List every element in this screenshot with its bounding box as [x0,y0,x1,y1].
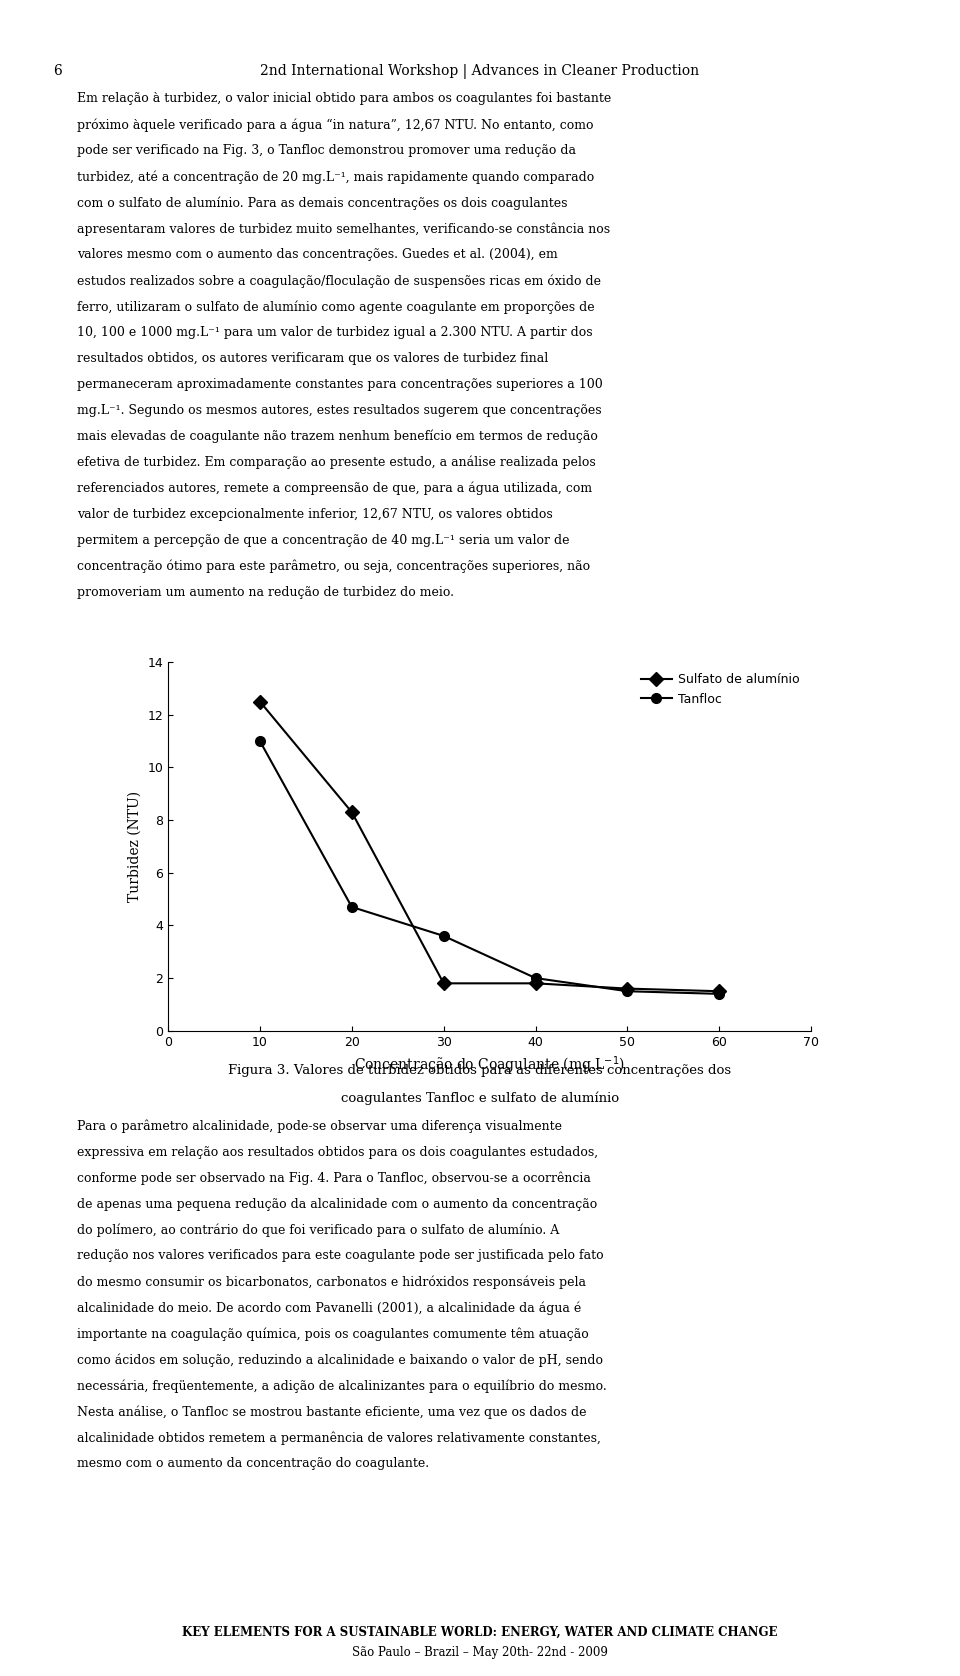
Text: expressiva em relação aos resultados obtidos para os dois coagulantes estudados,: expressiva em relação aos resultados obt… [77,1146,598,1158]
Legend: Sulfato de alumínio, Tanfloc: Sulfato de alumínio, Tanfloc [636,669,804,711]
Text: mesmo com o aumento da concentração do coagulante.: mesmo com o aumento da concentração do c… [77,1456,429,1470]
Line: Tanfloc: Tanfloc [255,736,724,999]
Text: referenciados autores, remete a compreensão de que, para a água utilizada, com: referenciados autores, remete a compreen… [77,483,592,496]
Text: 6: 6 [53,64,61,77]
Sulfato de alumínio [530,974,541,994]
Text: turbidez, até a concentração de 20 mg.L⁻¹, mais rapidamente quando comparado: turbidez, até a concentração de 20 mg.L⁻… [77,171,594,184]
Text: necessária, freqüentemente, a adição de alcalinizantes para o equilíbrio do mesm: necessária, freqüentemente, a adição de … [77,1379,607,1393]
X-axis label: Concentração do Coagulante (mg.L$^{-1}$): Concentração do Coagulante (mg.L$^{-1}$) [354,1054,625,1076]
Text: permaneceram aproximadamente constantes para concentrações superiores a 100: permaneceram aproximadamente constantes … [77,379,603,391]
Text: pode ser verificado na Fig. 3, o Tanfloc demonstrou promover uma redução da: pode ser verificado na Fig. 3, o Tanfloc… [77,144,576,158]
Text: do polímero, ao contrário do que foi verificado para o sulfato de alumínio. A: do polímero, ao contrário do que foi ver… [77,1223,559,1237]
Text: próximo àquele verificado para a água “in natura”, 12,67 NTU. No entanto, como: próximo àquele verificado para a água “i… [77,119,593,132]
Tanfloc [713,984,725,1004]
Text: com o sulfato de alumínio. Para as demais concentrações os dois coagulantes: com o sulfato de alumínio. Para as demai… [77,196,567,210]
Tanfloc [346,897,357,917]
Text: conforme pode ser observado na Fig. 4. Para o Tanfloc, observou-se a ocorrência: conforme pode ser observado na Fig. 4. P… [77,1172,590,1185]
Sulfato de alumínio [622,979,634,999]
Tanfloc [438,925,449,945]
Text: importante na coagulação química, pois os coagulantes comumente têm atuação: importante na coagulação química, pois o… [77,1327,588,1341]
Text: Figura 3. Valores de turbidez obtidos para as diferentes concentrações dos: Figura 3. Valores de turbidez obtidos pa… [228,1064,732,1078]
Text: estudos realizados sobre a coagulação/floculação de suspensões ricas em óxido de: estudos realizados sobre a coagulação/fl… [77,275,601,288]
Text: de apenas uma pequena redução da alcalinidade com o aumento da concentração: de apenas uma pequena redução da alcalin… [77,1197,597,1210]
Sulfato de alumínio [346,803,357,823]
Sulfato de alumínio [438,974,449,994]
Tanfloc [622,980,634,1001]
Text: mg.L⁻¹. Segundo os mesmos autores, estes resultados sugerem que concentrações: mg.L⁻¹. Segundo os mesmos autores, estes… [77,404,601,417]
Text: valores mesmo com o aumento das concentrações. Guedes et al. (2004), em: valores mesmo com o aumento das concentr… [77,248,558,261]
Text: alcalinidade obtidos remetem a permanência de valores relativamente constantes,: alcalinidade obtidos remetem a permanênc… [77,1431,601,1445]
Text: Em relação à turbidez, o valor inicial obtido para ambos os coagulantes foi bast: Em relação à turbidez, o valor inicial o… [77,92,612,106]
Text: do mesmo consumir os bicarbonatos, carbonatos e hidróxidos responsáveis pela: do mesmo consumir os bicarbonatos, carbo… [77,1275,586,1289]
Y-axis label: Turbidez (NTU): Turbidez (NTU) [128,791,142,902]
Sulfato de alumínio [254,692,266,712]
Text: KEY ELEMENTS FOR A SUSTAINABLE WORLD: ENERGY, WATER AND CLIMATE CHANGE: KEY ELEMENTS FOR A SUSTAINABLE WORLD: EN… [182,1626,778,1639]
Text: ferro, utilizaram o sulfato de alumínio como agente coagulante em proporções de: ferro, utilizaram o sulfato de alumínio … [77,300,594,313]
Tanfloc [530,969,541,989]
Text: como ácidos em solução, reduzindo a alcalinidade e baixando o valor de pH, sendo: como ácidos em solução, reduzindo a alca… [77,1354,603,1368]
Text: alcalinidade do meio. De acordo com Pavanelli (2001), a alcalinidade da água é: alcalinidade do meio. De acordo com Pava… [77,1301,581,1316]
Sulfato de alumínio [713,980,725,1001]
Text: São Paulo – Brazil – May 20th- 22nd - 2009: São Paulo – Brazil – May 20th- 22nd - 20… [352,1646,608,1659]
Text: efetiva de turbidez. Em comparação ao presente estudo, a análise realizada pelos: efetiva de turbidez. Em comparação ao pr… [77,456,595,469]
Text: coagulantes Tanfloc e sulfato de alumínio: coagulantes Tanfloc e sulfato de alumíni… [341,1091,619,1104]
Text: promoveriam um aumento na redução de turbidez do meio.: promoveriam um aumento na redução de tur… [77,587,454,598]
Text: redução nos valores verificados para este coagulante pode ser justificada pelo f: redução nos valores verificados para est… [77,1250,604,1262]
Text: apresentaram valores de turbidez muito semelhantes, verificando-se constância no: apresentaram valores de turbidez muito s… [77,223,610,236]
Text: permitem a percepção de que a concentração de 40 mg.L⁻¹ seria um valor de: permitem a percepção de que a concentraç… [77,533,569,546]
Text: 10, 100 e 1000 mg.L⁻¹ para um valor de turbidez igual a 2.300 NTU. A partir dos: 10, 100 e 1000 mg.L⁻¹ para um valor de t… [77,327,592,339]
Text: mais elevadas de coagulante não trazem nenhum benefício em termos de redução: mais elevadas de coagulante não trazem n… [77,431,598,444]
Text: Nesta análise, o Tanfloc se mostrou bastante eficiente, uma vez que os dados de: Nesta análise, o Tanfloc se mostrou bast… [77,1404,587,1420]
Line: Sulfato de alumínio: Sulfato de alumínio [255,697,724,996]
Text: concentração ótimo para este parâmetro, ou seja, concentrações superiores, não: concentração ótimo para este parâmetro, … [77,560,590,573]
Tanfloc [254,731,266,751]
Text: Para o parâmetro alcalinidade, pode-se observar uma diferença visualmente: Para o parâmetro alcalinidade, pode-se o… [77,1120,562,1133]
Text: resultados obtidos, os autores verificaram que os valores de turbidez final: resultados obtidos, os autores verificar… [77,352,548,365]
Text: 2nd International Workshop | Advances in Cleaner Production: 2nd International Workshop | Advances in… [260,64,700,79]
Text: valor de turbidez excepcionalmente inferior, 12,67 NTU, os valores obtidos: valor de turbidez excepcionalmente infer… [77,508,553,521]
